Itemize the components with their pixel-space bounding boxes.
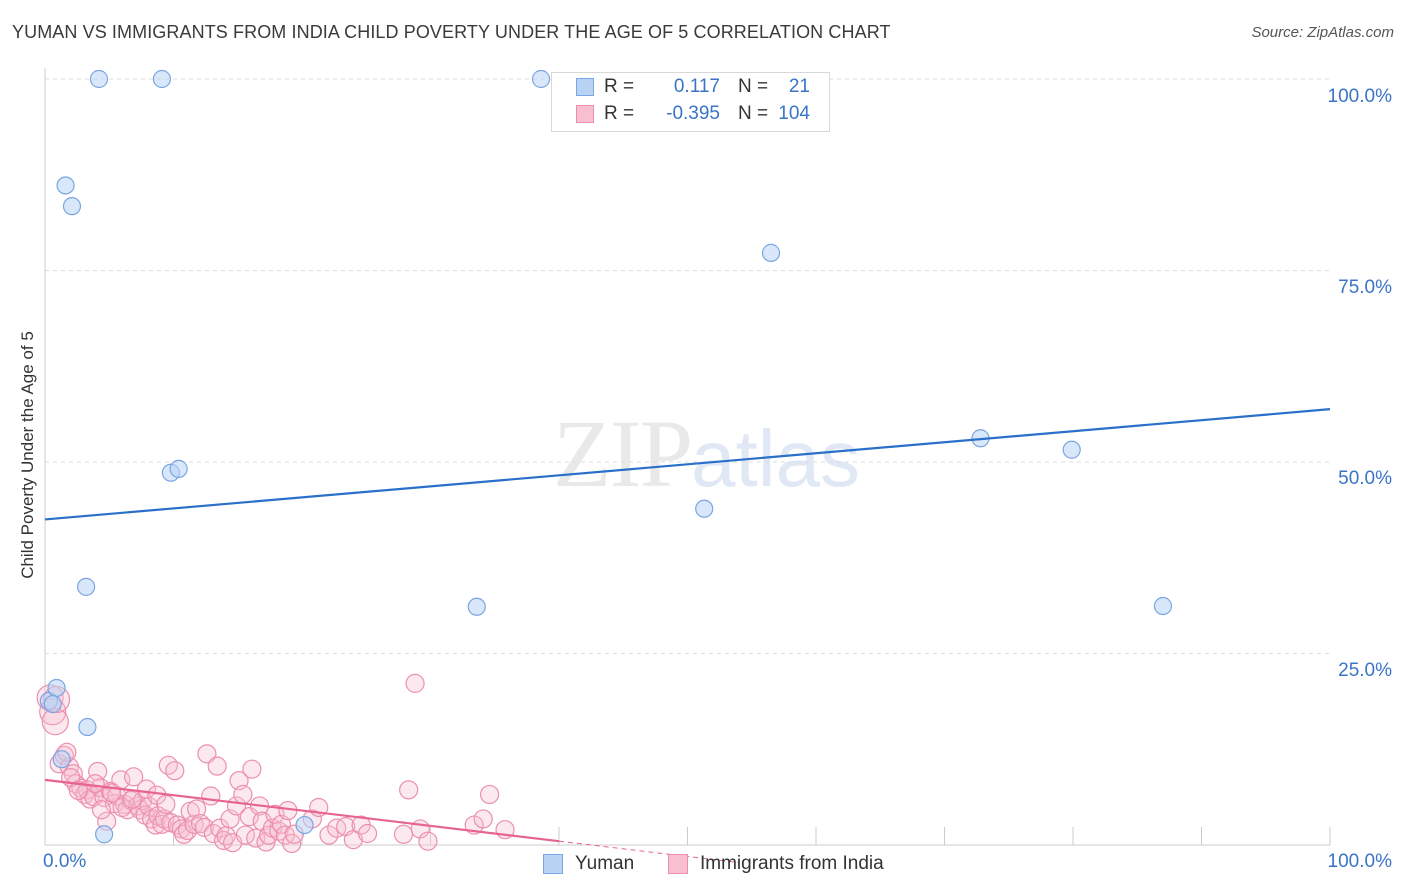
india-point	[393, 824, 414, 844]
india-point	[201, 786, 221, 806]
yuman-point	[47, 678, 66, 698]
x-tick-label: 0.0%	[43, 851, 87, 872]
india-point	[158, 755, 178, 775]
legend-n-label: N =	[738, 103, 769, 124]
yuman-point	[295, 815, 314, 835]
legend-n-value: 104	[778, 103, 810, 124]
india-point	[319, 825, 339, 845]
yuman-point	[1062, 440, 1081, 459]
y-tick-label: 25.0%	[1338, 660, 1392, 681]
india-point	[197, 744, 217, 764]
india-trendline	[44, 778, 560, 843]
yuman-point	[1153, 596, 1173, 616]
yuman-point	[169, 459, 188, 478]
india-point	[405, 673, 425, 693]
y-tick-label: 50.0%	[1338, 468, 1392, 489]
yuman-point	[695, 499, 714, 518]
legend-swatch-india	[576, 105, 594, 123]
watermark-zip: ZIP	[553, 400, 693, 507]
bottom-legend-swatch-yuman	[543, 854, 563, 874]
india-point	[242, 759, 262, 779]
y-tick-label: 75.0%	[1338, 277, 1392, 298]
legend-row-india: R = -0.395 N = 104	[576, 102, 810, 126]
yuman-point	[52, 750, 71, 769]
legend-n-value: 21	[788, 76, 810, 97]
india-point	[357, 823, 378, 844]
legend-row-yuman: R = 0.117 N = 21	[576, 75, 810, 99]
india-point	[165, 761, 185, 781]
india-point	[473, 809, 493, 829]
chart-title: YUMAN VS IMMIGRANTS FROM INDIA CHILD POV…	[12, 22, 891, 42]
watermark-atlas: atlas	[691, 414, 860, 503]
legend-box: R = 0.117 N = 21 R = -0.395 N = 104	[551, 72, 830, 132]
legend-swatch-yuman	[576, 78, 594, 96]
yuman-point	[43, 694, 62, 714]
yuman-point	[89, 69, 109, 89]
y-tick-label: 100.0%	[1327, 86, 1392, 107]
x-tick-label: 100.0%	[1327, 851, 1392, 872]
legend-r-value: 0.117	[673, 76, 720, 97]
legend-r-value: -0.395	[666, 103, 720, 124]
watermark: ZIPatlas	[553, 398, 860, 509]
yuman-point	[531, 69, 551, 89]
yuman-point	[152, 69, 172, 89]
legend-r-label: R =	[604, 76, 635, 97]
india-point	[88, 761, 108, 782]
yuman-point	[62, 197, 82, 216]
yuman-point	[761, 243, 781, 262]
yuman-point	[56, 176, 75, 195]
india-point	[174, 824, 194, 844]
india-point	[171, 819, 191, 839]
yuman-point	[95, 825, 114, 844]
india-point	[480, 784, 500, 805]
legend-n-label: N =	[738, 76, 769, 97]
india-point	[207, 756, 227, 776]
yuman-trendline	[44, 408, 1331, 521]
india-point	[190, 813, 211, 834]
india-point	[91, 800, 112, 820]
india-point	[233, 784, 253, 805]
bottom-legend-yuman: Yuman	[543, 851, 634, 877]
yuman-point	[467, 597, 486, 616]
india-point	[187, 799, 207, 819]
bottom-legend-india: Immigrants from India	[668, 851, 884, 877]
india-point	[399, 780, 419, 800]
bottom-legend-label-yuman: Yuman	[575, 853, 635, 874]
yuman-point	[77, 577, 96, 596]
source-label: Source: ZipAtlas.com	[1251, 24, 1394, 41]
bottom-legend-swatch-india	[668, 854, 688, 874]
yuman-point	[78, 717, 97, 737]
india-point	[418, 831, 438, 851]
india-point	[68, 781, 89, 801]
bottom-legend-label-india: Immigrants from India	[700, 853, 884, 874]
india-point	[124, 767, 144, 787]
legend-r-label: R =	[604, 103, 635, 124]
india-trendline-extension	[558, 840, 739, 864]
india-point	[85, 774, 105, 794]
india-point	[156, 794, 176, 815]
